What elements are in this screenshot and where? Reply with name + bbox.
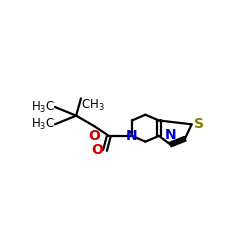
- Text: N: N: [126, 129, 138, 143]
- Text: O: O: [91, 143, 103, 157]
- Text: O: O: [88, 128, 101, 142]
- Text: H$_3$C: H$_3$C: [31, 100, 55, 114]
- Text: H$_3$C: H$_3$C: [31, 117, 55, 132]
- Text: N: N: [165, 128, 176, 142]
- Text: CH$_3$: CH$_3$: [81, 98, 105, 114]
- Text: S: S: [194, 117, 204, 131]
